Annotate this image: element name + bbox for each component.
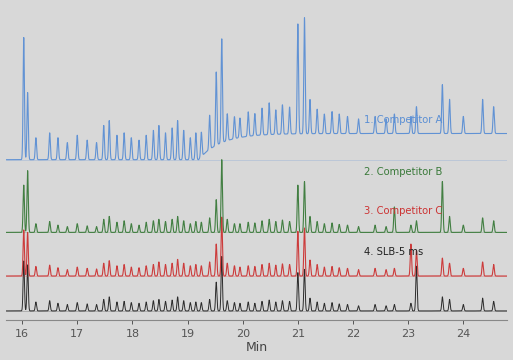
X-axis label: Min: Min bbox=[245, 341, 268, 355]
Text: 4. SLB-5 ms: 4. SLB-5 ms bbox=[364, 247, 424, 257]
Text: 3. Competitor C: 3. Competitor C bbox=[364, 206, 443, 216]
Text: 2. Competitor B: 2. Competitor B bbox=[364, 167, 443, 177]
Text: 1. Competitor A: 1. Competitor A bbox=[364, 115, 443, 125]
